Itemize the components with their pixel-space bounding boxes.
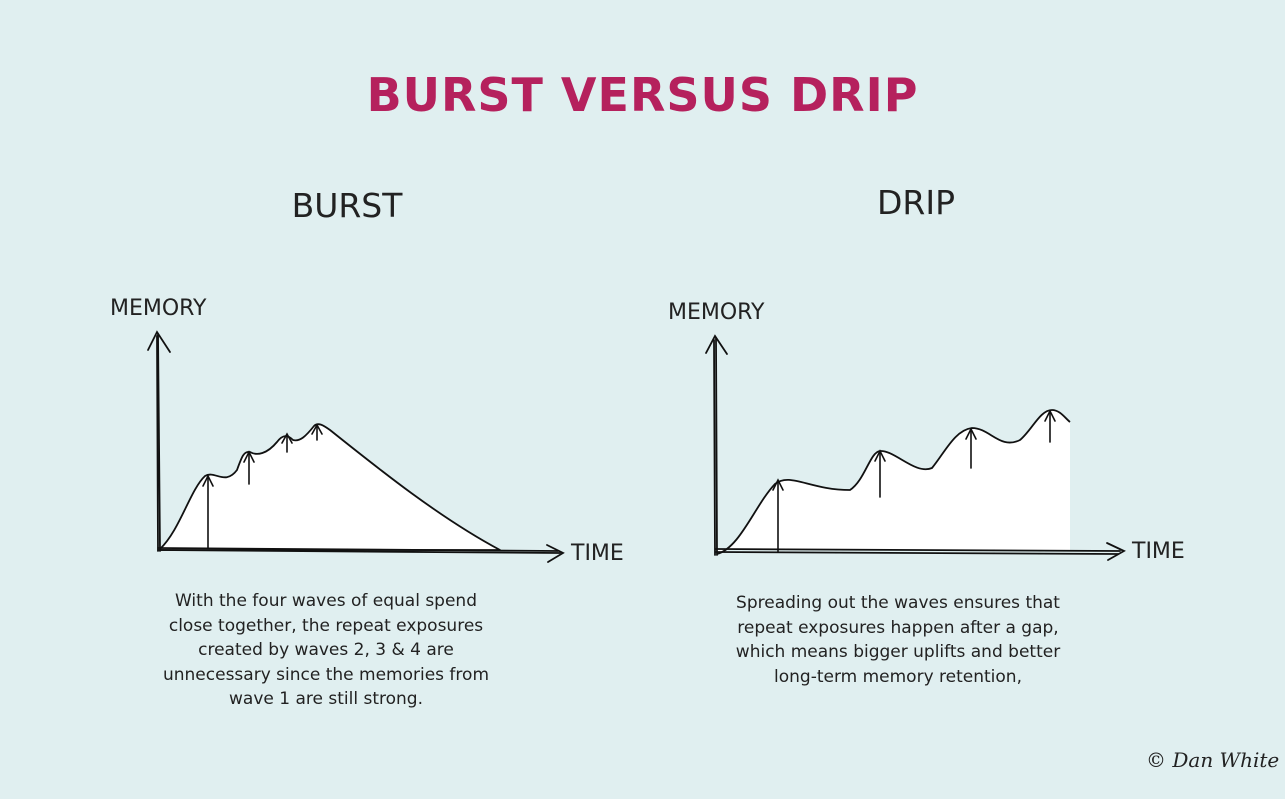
- burst-title: BURST: [291, 186, 403, 225]
- burst-x-axis-label: TIME: [571, 541, 624, 566]
- caption-line: created by waves 2, 3 & 4 are: [198, 640, 454, 660]
- burst-memory-area: [159, 423, 501, 551]
- caption-line: close together, the repeat exposures: [168, 615, 484, 636]
- signature: © Dan White: [1146, 748, 1280, 772]
- main-title: BURST VERSUS DRIP: [366, 68, 919, 122]
- drip-caption: Spreading out the waves ensures that rep…: [712, 591, 1084, 689]
- drip-x-axis-label: TIME: [1132, 539, 1185, 564]
- caption-line: repeat exposures happen after a gap,: [737, 617, 1059, 638]
- drip-memory-curve: [716, 409, 1071, 555]
- caption-line: which means bigger uplifts and better: [735, 642, 1061, 662]
- drip-title: DRIP: [877, 183, 955, 222]
- caption-line: unnecessary since the memories from: [162, 664, 489, 685]
- drip-wave-arrows: [772, 409, 1056, 553]
- drip-axes: [705, 334, 1126, 561]
- caption-line: Spreading out the waves ensures that: [736, 593, 1060, 613]
- caption-line: With the four waves of equal spend: [175, 591, 477, 611]
- burst-caption: With the four waves of equal spend close…: [140, 589, 512, 712]
- burst-wave-arrows: [202, 423, 323, 549]
- burst-axes: [147, 330, 565, 563]
- burst-y-axis-label: MEMORY: [110, 296, 207, 321]
- caption-line: long-term memory retention,: [774, 666, 1022, 687]
- drip-memory-area: [717, 410, 1070, 554]
- drip-y-axis-label: MEMORY: [668, 300, 765, 325]
- caption-line: wave 1 are still strong.: [229, 689, 423, 709]
